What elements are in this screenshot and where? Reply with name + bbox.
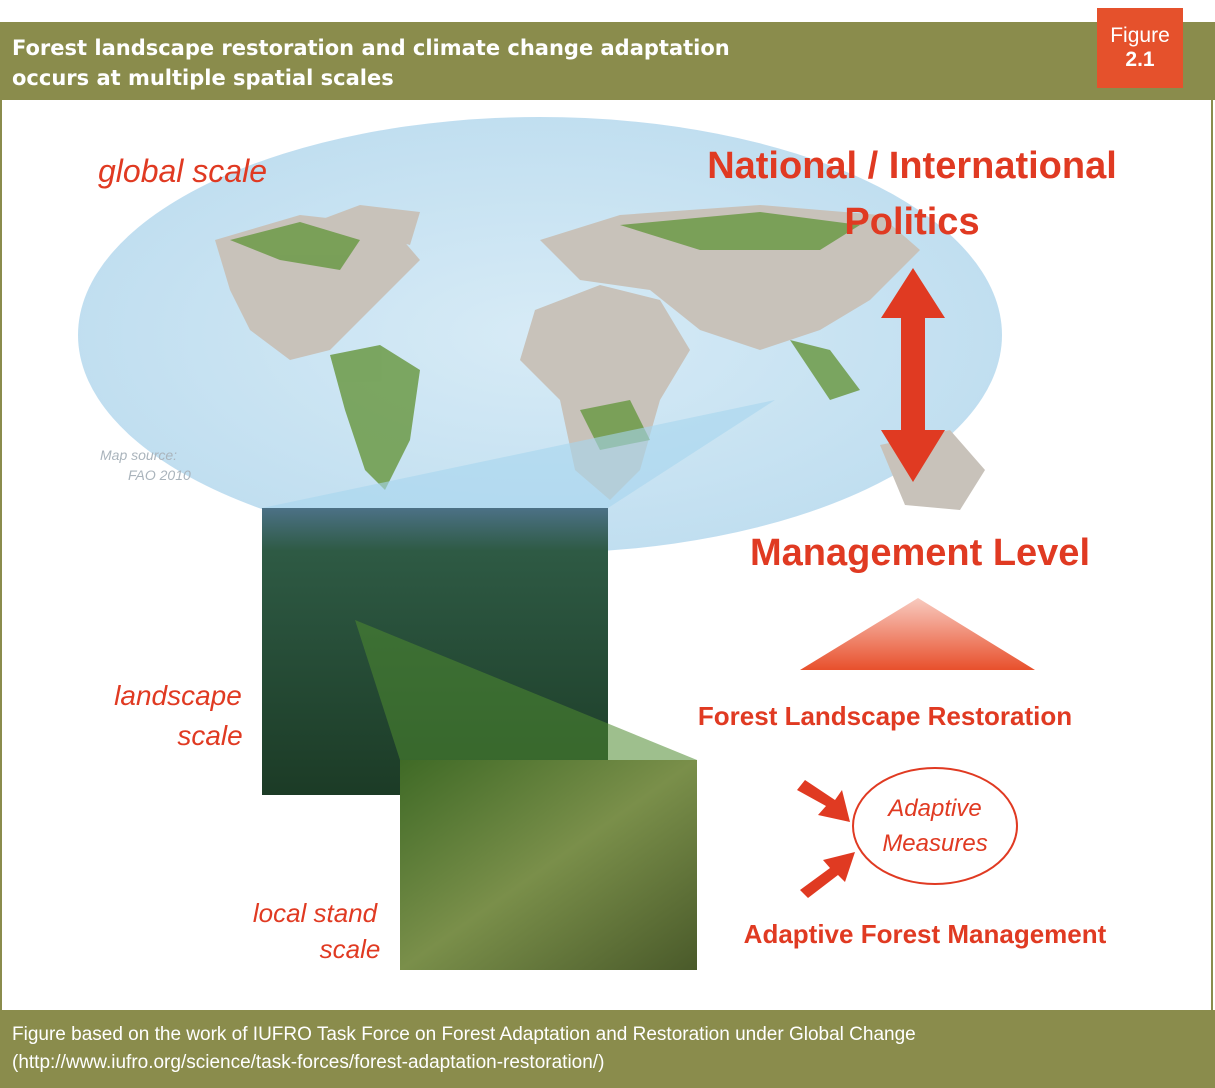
footer: Figure based on the work of IUFRO Task F… bbox=[0, 1010, 1215, 1088]
arrow bbox=[797, 780, 850, 822]
level-label: National / International bbox=[707, 145, 1117, 187]
measures-label: Measures bbox=[882, 830, 987, 857]
level-label: Politics bbox=[844, 201, 979, 243]
caption: (http://www.iufro.org/science/task-force… bbox=[12, 1052, 604, 1074]
scale-label: landscape bbox=[114, 680, 242, 711]
level-label: Management Level bbox=[750, 532, 1090, 574]
scale-label: scale bbox=[320, 934, 381, 964]
process-label: Forest Landscape Restoration bbox=[698, 701, 1072, 731]
caption: Figure based on the work of IUFRO Task F… bbox=[12, 1024, 916, 1046]
measures-label: Adaptive bbox=[886, 795, 981, 822]
map-source: FAO 2010 bbox=[128, 467, 191, 483]
process-label: Adaptive Forest Management bbox=[744, 919, 1107, 949]
map-source: Map source: bbox=[100, 447, 177, 463]
scale-label: global scale bbox=[98, 153, 267, 189]
measures-ellipse bbox=[853, 768, 1017, 884]
pyramid bbox=[800, 598, 1035, 670]
figure: Forest landscape restoration and climate… bbox=[0, 0, 1215, 1088]
arrow bbox=[800, 852, 855, 898]
stand-photo bbox=[400, 760, 697, 970]
scale-label: local stand bbox=[253, 898, 379, 928]
diagram: Map source: FAO 2010 global scale Nation… bbox=[0, 0, 1215, 1010]
scale-label: scale bbox=[177, 720, 242, 751]
